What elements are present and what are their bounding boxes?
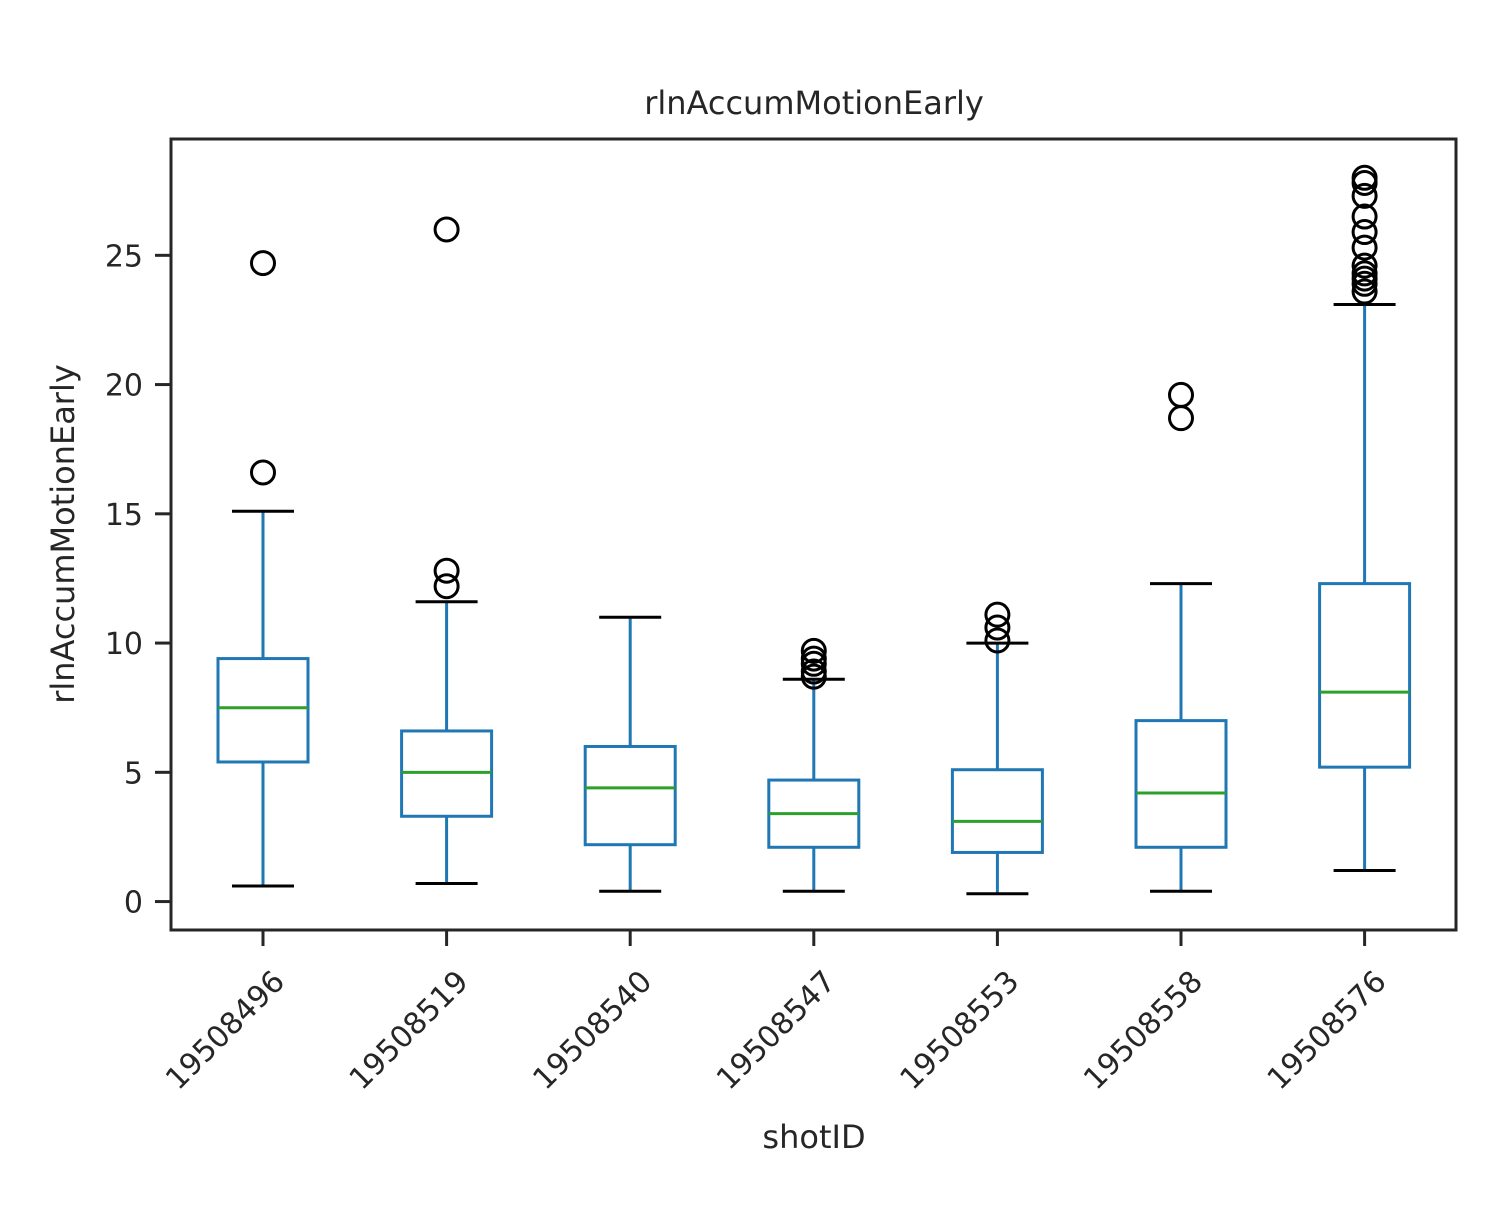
outlier-point (1351, 260, 1378, 287)
outlier-point (433, 557, 460, 584)
y-axis-label: rlnAccumMotionEarly (44, 364, 82, 704)
outlier-point (1351, 252, 1378, 279)
plot-area (216, 164, 1412, 896)
outlier-point (250, 250, 276, 277)
x-axis-label: shotID (762, 1118, 865, 1156)
chart-title: rlnAccumMotionEarly (644, 84, 984, 122)
axis-ticks: 19508496 19508519 19508540 19508547 19508553… (105, 239, 1394, 1097)
x-tick-label: 19508576 (1261, 964, 1394, 1097)
y-tick-label: 25 (105, 239, 143, 274)
x-tick-label: 19508519 (343, 964, 476, 1097)
outlier-point (984, 627, 1011, 654)
box-iqr (1134, 719, 1228, 849)
outlier-point (1351, 203, 1378, 230)
outlier-point (1168, 381, 1194, 408)
outlier-point (1351, 164, 1378, 191)
y-tick-label: 5 (124, 756, 143, 791)
box-group-19508540 (583, 615, 677, 893)
outlier-point (433, 216, 460, 243)
axes-frame (169, 137, 1458, 932)
box-group-19508519 (400, 216, 494, 885)
outlier-point (1351, 234, 1378, 261)
y-tick-label: 0 (124, 886, 143, 921)
box-iqr (216, 657, 310, 764)
y-tick-label: 20 (105, 369, 143, 404)
x-tick-label: 19508558 (1077, 964, 1210, 1097)
outlier-point (433, 573, 460, 600)
outlier-point (800, 645, 827, 672)
outlier-point (800, 658, 827, 685)
outlier-point (984, 601, 1011, 628)
outlier-point (800, 637, 827, 664)
outlier-point (1351, 278, 1378, 305)
outlier-point (984, 614, 1011, 641)
outlier-point (1351, 219, 1378, 246)
box-iqr (950, 768, 1044, 854)
outlier-point (1168, 405, 1194, 432)
box-group-19508553 (950, 601, 1044, 896)
outlier-point (1351, 182, 1378, 209)
box-group-19508576 (1318, 164, 1412, 873)
box-iqr (583, 744, 677, 847)
y-tick-label: 10 (105, 627, 143, 662)
box-group-19508496 (216, 250, 310, 888)
x-tick-label: 19508547 (710, 964, 843, 1097)
x-tick-label: 19508540 (526, 964, 659, 1097)
box-group-19508558 (1134, 381, 1228, 893)
x-tick-label: 19508553 (894, 964, 1027, 1097)
x-tick-label: 19508496 (159, 964, 292, 1097)
y-tick-label: 15 (105, 498, 143, 533)
outlier-point (250, 459, 276, 486)
box-group-19508547 (767, 637, 861, 893)
box-iqr (1318, 582, 1412, 769)
